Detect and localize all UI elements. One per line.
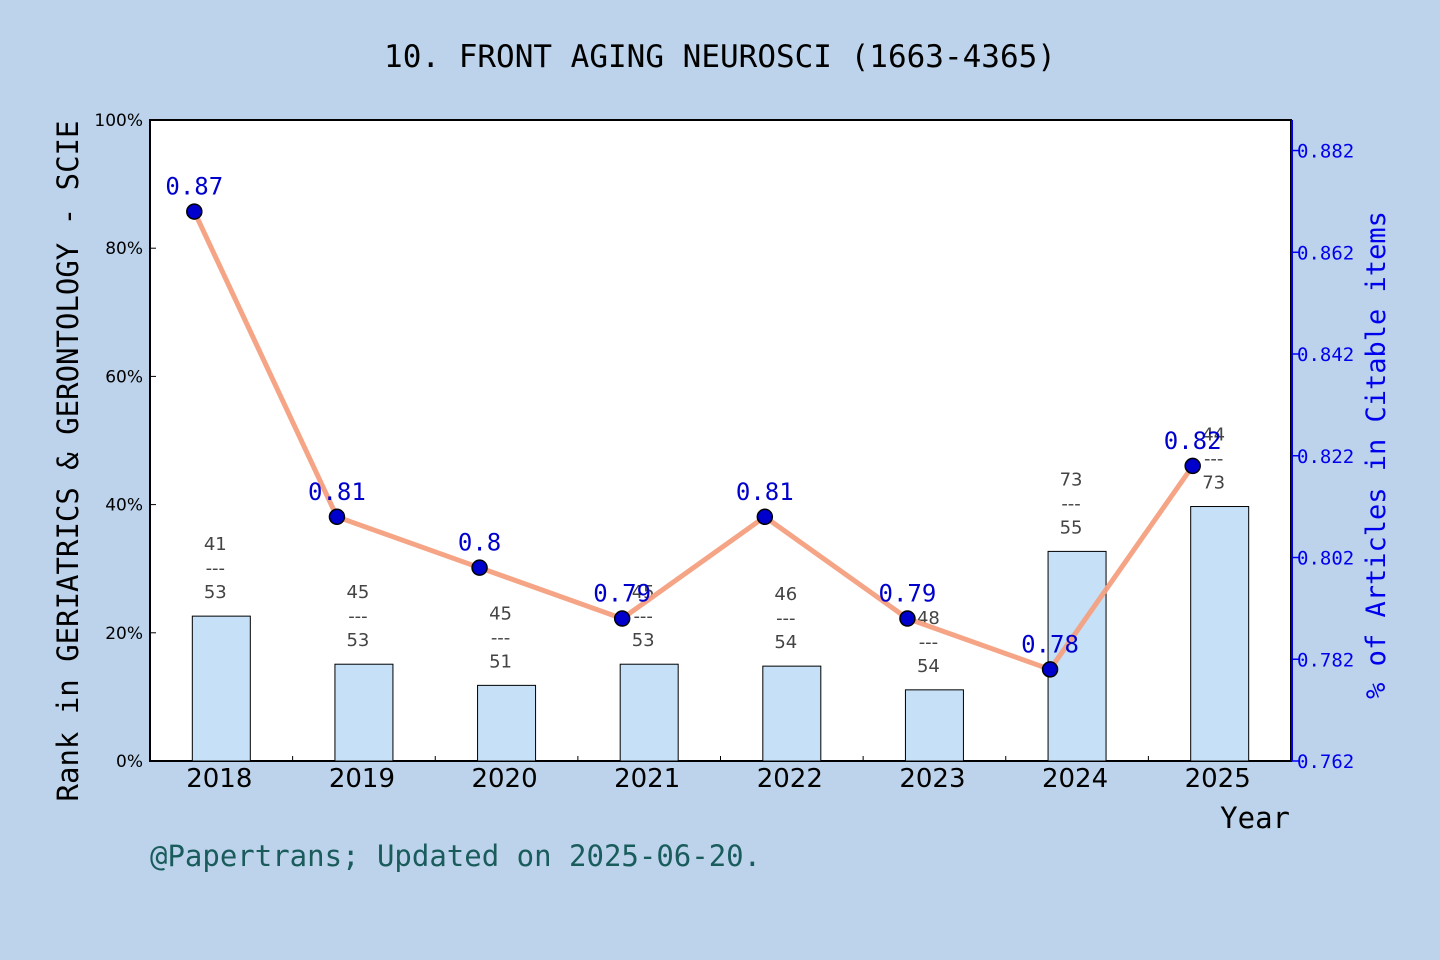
bar-label-bottom-2022: 54 xyxy=(774,632,797,653)
bar-label-bottom-2025: 73 xyxy=(1202,473,1225,494)
y-right-tick-label: 0.862 xyxy=(1297,242,1354,264)
point-label-2019: 0.81 xyxy=(308,478,366,506)
bar-label-bottom-2019: 53 xyxy=(346,630,369,651)
point-label-2025: 0.82 xyxy=(1164,427,1222,455)
point-label-2021: 0.79 xyxy=(593,580,651,608)
x-axis-label: Year xyxy=(1220,801,1290,835)
bar-2023 xyxy=(904,689,964,762)
y-left-tick-label: 0% xyxy=(116,752,143,772)
bar-label-sep-2019: --- xyxy=(348,606,368,627)
bar-label-top-2019: 45 xyxy=(346,582,369,603)
x-tick-label-2018: 2018 xyxy=(186,764,252,794)
point-2020 xyxy=(471,559,488,576)
point-label-2024: 0.78 xyxy=(1021,630,1079,658)
bar-label-sep-2025: --- xyxy=(1204,449,1224,470)
chart-title: 10. FRONT AGING NEUROSCI (1663-4365) xyxy=(384,39,1056,75)
bar-label-sep-2023: --- xyxy=(919,632,939,653)
point-2018 xyxy=(186,203,203,220)
y-right-tick-label: 0.842 xyxy=(1297,344,1354,366)
bar-2020 xyxy=(477,684,537,762)
point-2025 xyxy=(1184,457,1201,475)
bars xyxy=(191,506,1250,762)
bar-label-top-2020: 45 xyxy=(489,603,512,624)
bar-label-sep-2018: --- xyxy=(206,558,226,579)
point-2024 xyxy=(1041,661,1059,678)
bar-labels: 41---53 45---5345---5145---5346---5448---… xyxy=(204,425,1225,677)
plot-area xyxy=(149,119,1292,762)
y-right-tick-label: 0.822 xyxy=(1297,446,1354,468)
point-2019 xyxy=(328,508,346,526)
y-axis-right-label: % of Articles in Citable items xyxy=(1361,211,1392,699)
footer-credit: @Papertrans; Updated on 2025-06-20. xyxy=(150,839,761,873)
bar-2019 xyxy=(334,663,394,762)
point-label-2022: 0.81 xyxy=(736,478,794,506)
bar-label-bottom-2020: 51 xyxy=(489,651,512,672)
y-right-tick-label: 0.802 xyxy=(1297,548,1354,570)
bar-label-bottom-2021: 53 xyxy=(632,630,655,651)
y-right-tick-label: 0.762 xyxy=(1297,751,1354,773)
y-axis-left-label: Rank in GERIATRICS & GERONTOLOGY - SCIE xyxy=(51,121,85,802)
bar-label-bottom-2018: 53 xyxy=(204,582,227,603)
x-tick-label-2022: 2022 xyxy=(757,764,823,794)
y-axis-left: 0% 20% 40% 60% 80% 100% xyxy=(94,111,156,772)
x-tick-label-2021: 2021 xyxy=(614,764,680,794)
bar-2018 xyxy=(191,615,251,762)
point-label-2018: 0.87 xyxy=(165,173,223,201)
point-2021 xyxy=(613,610,631,627)
y-axis-right: 0.762 0.782 0.802 0.822 0.842 0.862 0.882 xyxy=(1291,120,1354,773)
bar-label-sep-2021: --- xyxy=(633,606,653,627)
x-tick-label-2025: 2025 xyxy=(1185,764,1251,794)
y-left-tick-label: 20% xyxy=(105,624,143,644)
bar-label-top-2025: 44 xyxy=(1202,425,1225,446)
y-right-tick-label: 0.882 xyxy=(1297,141,1354,163)
point-label-2020: 0.8 xyxy=(458,529,501,557)
y-right-tick-label: 0.782 xyxy=(1297,649,1354,671)
y-left-tick-label: 40% xyxy=(105,496,143,516)
bar-label-top-2018: 41 xyxy=(204,534,227,555)
bar-label-sep-2022: --- xyxy=(776,608,796,629)
bar-label-top-2022: 46 xyxy=(774,584,797,605)
y-left-tick-label: 60% xyxy=(105,367,143,387)
x-tick-label-2024: 2024 xyxy=(1042,764,1108,794)
bar-label-sep-2024: --- xyxy=(1061,493,1081,514)
bar-label-top-2024: 73 xyxy=(1060,469,1083,490)
series-line xyxy=(192,210,1195,672)
line-series: 0.87 0.81 0.8 0.79 0.81 0.79 0.78 0.82 xyxy=(165,173,1222,678)
x-axis: 2018 2019 2020 2021 2022 2023 2024 2025 xyxy=(149,756,1292,794)
bar-2021 xyxy=(619,663,679,762)
bar-2022 xyxy=(762,665,822,762)
bar-label-bottom-2024: 55 xyxy=(1060,517,1083,538)
bar-label-bottom-2023: 54 xyxy=(917,656,940,677)
bar-2025 xyxy=(1190,506,1250,762)
x-tick-label-2020: 2020 xyxy=(471,764,537,794)
y-left-tick-label: 80% xyxy=(105,239,143,259)
bar-label-sep-2020: --- xyxy=(491,627,511,648)
point-2023 xyxy=(899,610,916,627)
point-2022 xyxy=(756,508,774,526)
x-tick-label-2023: 2023 xyxy=(899,764,965,794)
x-tick-label-2019: 2019 xyxy=(329,764,395,794)
y-left-tick-label: 100% xyxy=(94,111,143,131)
point-label-2023: 0.79 xyxy=(879,580,937,608)
